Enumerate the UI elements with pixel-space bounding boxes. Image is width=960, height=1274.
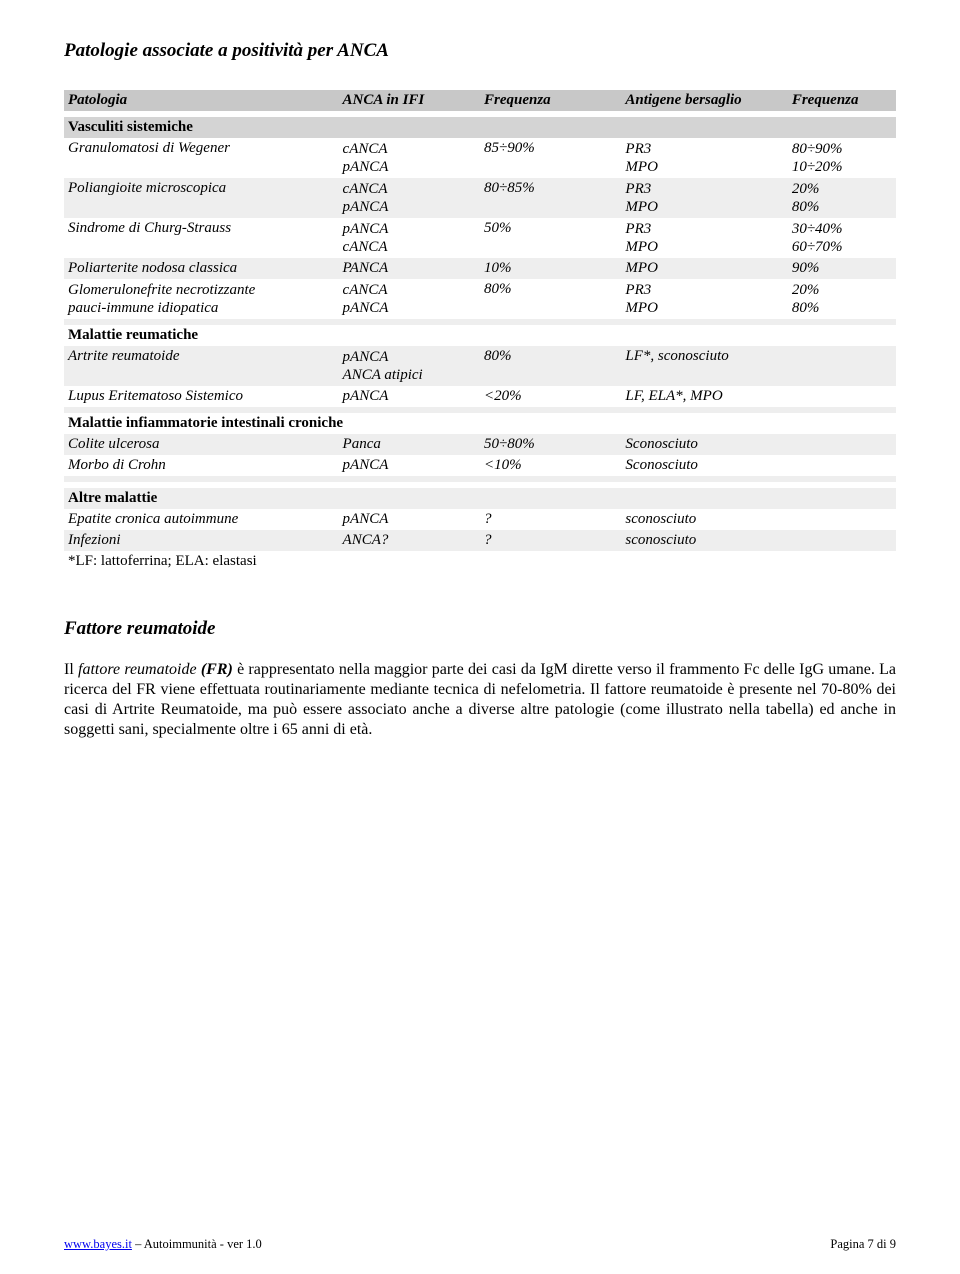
table-cell: 30÷40%60÷70% — [788, 218, 896, 258]
table-cell: 80% — [480, 346, 621, 386]
table-cell: Granulomatosi di Wegener — [64, 138, 339, 178]
table-cell — [788, 509, 896, 530]
table-cell: pANCAANCA atipici — [339, 346, 480, 386]
table-cell — [788, 530, 896, 551]
footer-left: www.bayes.it – Autoimmunità - ver 1.0 — [64, 1237, 262, 1252]
col-header: Antigene bersaglio — [621, 90, 787, 111]
table-cell: Colite ulcerosa — [64, 434, 339, 455]
table-cell: Sindrome di Churg-Strauss — [64, 218, 339, 258]
col-header: Frequenza — [480, 90, 621, 111]
table-cell: PR3MPO — [621, 279, 787, 319]
table-cell: 20%80% — [788, 178, 896, 218]
table-cell: PR3MPO — [621, 178, 787, 218]
table-cell: Sconosciuto — [621, 434, 787, 455]
table-cell: LF*, sconosciuto — [621, 346, 787, 386]
table-cell: pANCAcANCA — [339, 218, 480, 258]
table-cell: 85÷90% — [480, 138, 621, 178]
section-header: Malattie infiammatorie intestinali croni… — [64, 413, 896, 434]
table-cell: pANCA — [339, 386, 480, 407]
table-cell: Artrite reumatoide — [64, 346, 339, 386]
table-cell: 80% — [480, 279, 621, 319]
section-header: Altre malattie — [64, 488, 896, 509]
table-cell: PANCA — [339, 258, 480, 279]
table-cell: <10% — [480, 455, 621, 476]
table-cell: Poliarterite nodosa classica — [64, 258, 339, 279]
section-heading: Fattore reumatoide — [64, 618, 896, 640]
table-cell: ? — [480, 509, 621, 530]
table-cell: sconosciuto — [621, 530, 787, 551]
table-cell: Panca — [339, 434, 480, 455]
table-cell: LF, ELA*, MPO — [621, 386, 787, 407]
table-cell: MPO — [621, 258, 787, 279]
table-cell: pANCA — [339, 455, 480, 476]
table-cell: Glomerulonefrite necrotizzantepauci-immu… — [64, 279, 339, 319]
body-paragraph: Il fattore reumatoide (FR) è rappresenta… — [64, 660, 896, 740]
table-cell: 20%80% — [788, 279, 896, 319]
table-cell: 80÷90%10÷20% — [788, 138, 896, 178]
section-header: Malattie reumatiche — [64, 325, 896, 346]
table-cell: Poliangioite microscopica — [64, 178, 339, 218]
footer-right: Pagina 7 di 9 — [830, 1237, 896, 1252]
table-cell: 10% — [480, 258, 621, 279]
table-cell — [788, 346, 896, 386]
page-footer: www.bayes.it – Autoimmunità - ver 1.0 Pa… — [64, 1237, 896, 1252]
section-header: Vasculiti sistemiche — [64, 117, 896, 138]
table-cell: Sconosciuto — [621, 455, 787, 476]
table-cell: Infezioni — [64, 530, 339, 551]
page-title: Patologie associate a positività per ANC… — [64, 40, 896, 62]
table-cell: <20% — [480, 386, 621, 407]
table-cell — [788, 386, 896, 407]
table-cell: cANCApANCA — [339, 138, 480, 178]
table-cell — [788, 455, 896, 476]
table-cell: ? — [480, 530, 621, 551]
table-cell: PR3MPO — [621, 218, 787, 258]
table-cell: ANCA? — [339, 530, 480, 551]
table-cell: 90% — [788, 258, 896, 279]
table-footnote: *LF: lattoferrina; ELA: elastasi — [64, 551, 896, 572]
col-header: Frequenza — [788, 90, 896, 111]
table-cell: sconosciuto — [621, 509, 787, 530]
table-cell — [788, 434, 896, 455]
table-cell: pANCA — [339, 509, 480, 530]
table-cell: 80÷85% — [480, 178, 621, 218]
col-header: ANCA in IFI — [339, 90, 480, 111]
table-cell: Morbo di Crohn — [64, 455, 339, 476]
table-cell: PR3MPO — [621, 138, 787, 178]
col-header: Patologia — [64, 90, 339, 111]
table-cell: 50% — [480, 218, 621, 258]
table-cell: cANCApANCA — [339, 279, 480, 319]
footer-link[interactable]: www.bayes.it — [64, 1237, 132, 1251]
table-cell: Lupus Eritematoso Sistemico — [64, 386, 339, 407]
anca-table: Patologia ANCA in IFI Frequenza Antigene… — [64, 90, 896, 572]
table-cell: cANCApANCA — [339, 178, 480, 218]
table-cell: Epatite cronica autoimmune — [64, 509, 339, 530]
table-cell: 50÷80% — [480, 434, 621, 455]
